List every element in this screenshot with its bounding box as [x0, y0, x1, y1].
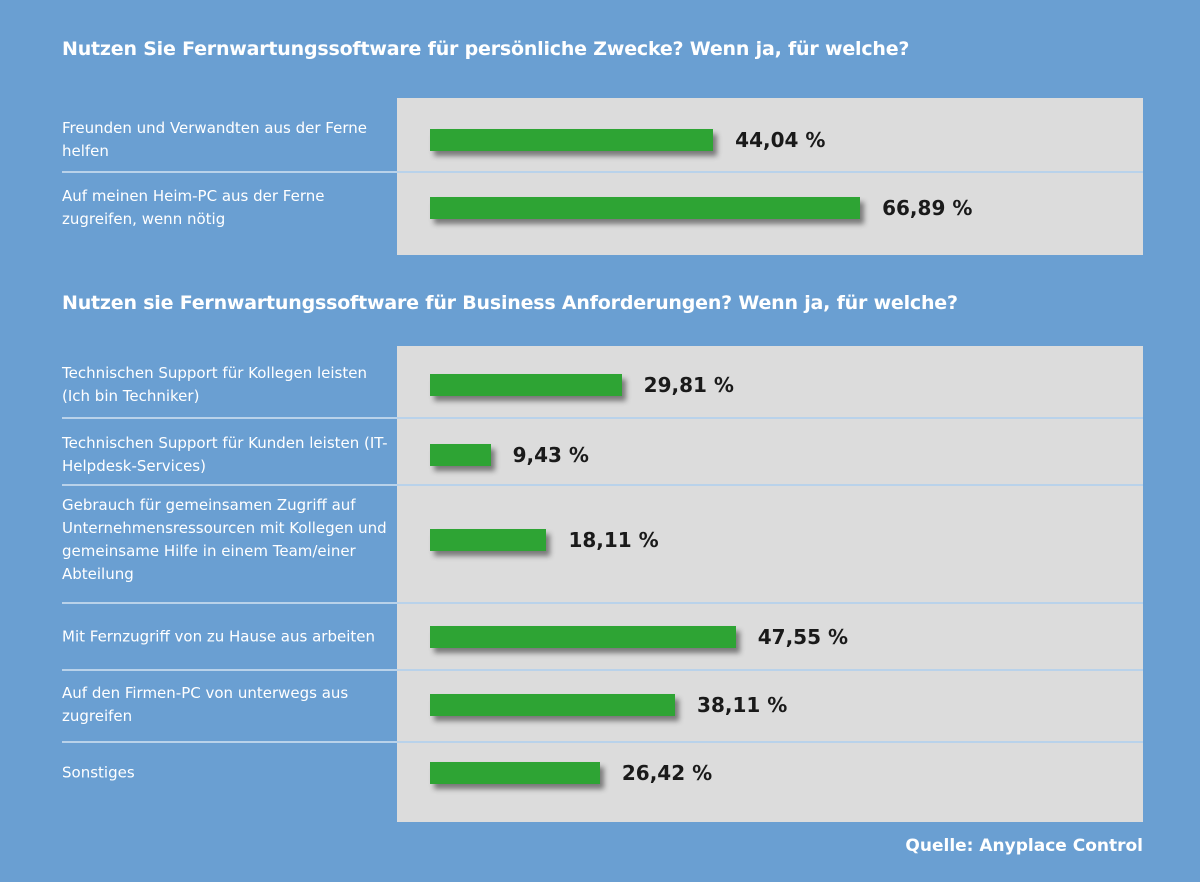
- data-label: 29,81 %: [643, 373, 734, 397]
- bar: [430, 694, 676, 716]
- data-label: 44,04 %: [735, 128, 826, 152]
- bar: [430, 762, 600, 784]
- data-label: 26,42 %: [621, 761, 713, 785]
- row-separator: [62, 417, 1143, 419]
- source-note: Quelle: Anyplace Control: [905, 836, 1143, 856]
- row-separator: [62, 741, 1143, 743]
- category-label: Technischen Support für Kollegen leisten…: [62, 364, 367, 405]
- row-separator: [62, 669, 1143, 671]
- row-separator: [62, 171, 1143, 173]
- category-label: Freunden und Verwandten aus der Ferne he…: [62, 119, 367, 160]
- row-separator: [62, 602, 1143, 604]
- bar: [430, 129, 714, 151]
- bar: [430, 626, 736, 648]
- panel-personal: [397, 98, 1143, 255]
- row-separator: [62, 484, 1143, 486]
- data-label: 18,11 %: [568, 528, 659, 552]
- data-label: 9,43 %: [512, 443, 589, 467]
- category-label: Auf meinen Heim-PC aus der Ferne zugreif…: [62, 187, 325, 228]
- data-label: 66,89 %: [882, 196, 973, 220]
- bar: [430, 529, 547, 551]
- category-label: Mit Fernzugriff von zu Hause aus arbeite…: [62, 627, 375, 646]
- data-label: 47,55 %: [757, 625, 848, 649]
- category-label: Gebrauch für gemeinsamen Zugriff auf Unt…: [62, 496, 387, 583]
- data-label: 38,11 %: [697, 693, 788, 717]
- bar: [430, 197, 861, 219]
- category-label: Sonstiges: [62, 763, 135, 782]
- bar: [430, 444, 491, 466]
- chart-title-business: Nutzen sie Fernwartungssoftware für Busi…: [62, 292, 958, 314]
- category-label: Auf den Firmen-PC von unterwegs aus zugr…: [62, 684, 349, 725]
- chart-title-personal: Nutzen Sie Fernwartungssoftware für pers…: [62, 38, 910, 60]
- category-label: Technischen Support für Kunden leisten (…: [62, 434, 388, 475]
- bar: [430, 374, 622, 396]
